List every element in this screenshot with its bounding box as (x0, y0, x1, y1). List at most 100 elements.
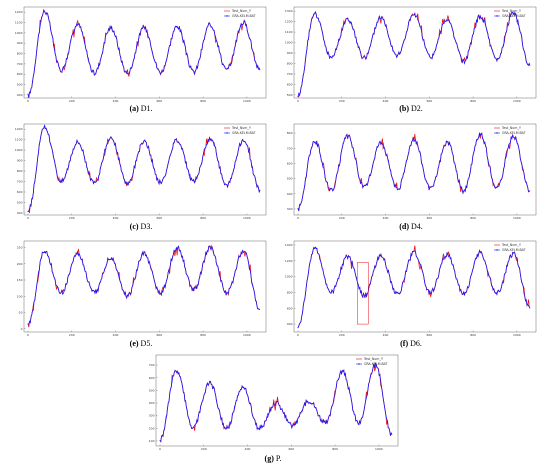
series-point (444, 257, 446, 259)
chart-caption-d1: (a) D1. (10, 104, 272, 113)
series-point (178, 26, 180, 28)
y-tick-label: 800 (17, 169, 23, 173)
series-point (166, 414, 168, 416)
series-point (292, 423, 294, 425)
series-point (478, 136, 480, 138)
series-point (372, 274, 374, 276)
series-point (159, 440, 161, 442)
series-point (249, 402, 251, 404)
series-point (439, 160, 441, 162)
chart-panel-d1: 1200 1100 1000 900 800 700 600 500 400 0 200 400 600… (10, 4, 272, 104)
series-point (190, 284, 192, 286)
series-point (50, 28, 52, 30)
series-point (195, 423, 197, 424)
chart-panel-d2: 1300 1200 1100 1000 900 800 700 600 500 0 200 400 60… (280, 4, 542, 104)
series-point (208, 140, 210, 142)
series-point (360, 418, 362, 420)
series-point (392, 179, 394, 181)
series-point (226, 291, 228, 293)
series-point (374, 157, 376, 159)
series-point (489, 276, 491, 278)
chart-svg-d2: 1300 1200 1100 1000 900 800 700 600 500 0 200 400 60… (285, 6, 537, 103)
series-point (290, 424, 292, 426)
series-point (387, 427, 389, 429)
series-point (338, 39, 340, 41)
series-point (256, 428, 258, 430)
series-point (43, 127, 45, 129)
series-point (338, 378, 339, 380)
series-point (111, 137, 113, 139)
series-point (367, 181, 369, 183)
series-point (86, 50, 88, 52)
series-point (246, 256, 248, 258)
series-point (446, 141, 448, 143)
series-point (448, 141, 450, 143)
y-tick-label: 200 (17, 262, 23, 266)
series-point (306, 401, 308, 403)
chart-panel-d3: 1200 1100 1000 900 800 700 600 500 400 0 200 400 600… (10, 121, 272, 221)
series-point (239, 255, 241, 257)
series-point (75, 25, 76, 27)
plot-frame (155, 354, 399, 447)
series-point (199, 276, 201, 278)
series-point (500, 286, 502, 288)
legend-label-test: Test_Num_Y (501, 126, 521, 130)
series-point (471, 272, 473, 274)
series-point (154, 59, 155, 61)
series-point (176, 25, 178, 27)
series-point (356, 42, 358, 44)
series-point (421, 164, 423, 166)
series-point (317, 144, 319, 146)
series-point (158, 183, 160, 185)
series-point (197, 415, 199, 417)
series-point (258, 187, 259, 189)
series-point (467, 286, 468, 288)
series-point (428, 54, 430, 56)
series-point (516, 21, 518, 23)
series-point (233, 54, 235, 56)
series-point (230, 177, 232, 179)
series-point (299, 91, 301, 93)
series-point (496, 293, 498, 295)
series-point (126, 294, 128, 296)
series-point (516, 258, 518, 260)
caption-letter: (f) (400, 339, 409, 348)
series-point (41, 132, 43, 133)
series-point (254, 419, 256, 421)
series-point (480, 133, 482, 135)
series-point (72, 148, 74, 150)
series-point (201, 161, 203, 163)
series-point (185, 161, 187, 163)
x-tick-label: 0 (297, 333, 299, 337)
y-tick-label: 100 (149, 439, 155, 443)
series-point (408, 259, 410, 261)
series-point (385, 154, 387, 156)
series-point (349, 22, 351, 24)
series-point (331, 406, 333, 408)
series-point (505, 32, 507, 33)
series-point (372, 165, 374, 167)
series-point (163, 288, 165, 289)
series-point (469, 174, 471, 175)
series-point (90, 178, 92, 180)
series-point (77, 251, 79, 253)
series-point (113, 260, 115, 262)
y-tick-label: 400 (149, 401, 155, 405)
series-point (417, 145, 419, 147)
series-point (498, 185, 500, 186)
series-point (311, 147, 313, 148)
series-point (221, 283, 223, 285)
series-line-model (27, 245, 260, 325)
x-tick-label: 400 (383, 99, 389, 103)
series-point (439, 31, 441, 33)
series-point (322, 166, 324, 168)
series-point (251, 281, 253, 283)
series-point (509, 254, 511, 256)
series-point (173, 375, 175, 377)
x-tick-label: 200 (339, 99, 345, 103)
series-point (311, 254, 313, 256)
series-point (59, 180, 61, 182)
series-point (263, 425, 265, 427)
series-point (47, 255, 49, 257)
series-point (333, 287, 335, 289)
